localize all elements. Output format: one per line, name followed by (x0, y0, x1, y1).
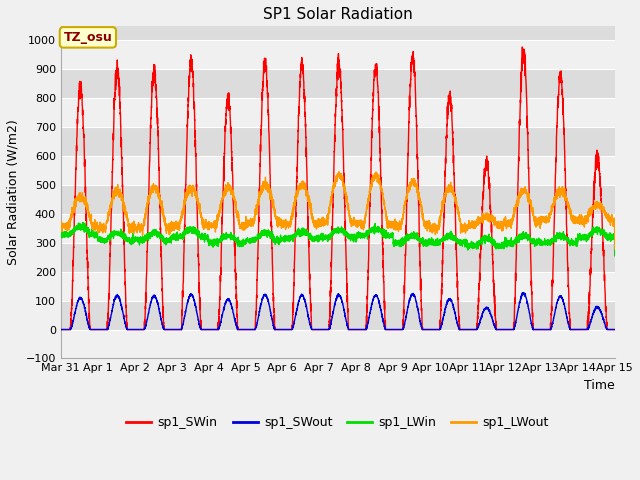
sp1_SWout (493, 327, 501, 333)
Line: sp1_LWout: sp1_LWout (61, 172, 614, 249)
sp1_SWout (462, 327, 470, 333)
sp1_SWin (462, 327, 470, 333)
sp1_SWin (431, 327, 439, 333)
sp1_LWout (317, 219, 325, 225)
sp1_SWout (518, 290, 526, 296)
sp1_LWout (493, 222, 501, 228)
sp1_SWout (431, 327, 439, 333)
Line: sp1_SWin: sp1_SWin (61, 47, 614, 330)
Line: sp1_SWout: sp1_SWout (61, 293, 614, 330)
sp1_LWout (611, 246, 618, 252)
sp1_LWin (431, 242, 439, 248)
Bar (61, 243, 614, 272)
sp1_LWout (335, 169, 343, 175)
sp1_LWin (611, 253, 618, 259)
sp1_SWin (156, 221, 164, 227)
sp1_LWin (462, 240, 470, 246)
sp1_LWout (57, 224, 65, 230)
sp1_LWin (317, 232, 325, 238)
Bar (61, 214, 614, 243)
Bar (61, 272, 614, 300)
sp1_LWout (156, 197, 164, 203)
Line: sp1_LWin: sp1_LWin (61, 222, 614, 256)
sp1_LWin (79, 219, 87, 225)
X-axis label: Time: Time (584, 379, 614, 392)
Bar (61, 98, 614, 127)
sp1_LWout (431, 227, 439, 232)
sp1_SWout (156, 313, 164, 319)
Bar (61, 40, 614, 69)
sp1_SWin (493, 327, 501, 333)
sp1_SWin (317, 327, 325, 333)
Bar (61, 185, 614, 214)
sp1_LWin (610, 236, 618, 241)
Bar (61, 300, 614, 330)
Bar (61, 127, 614, 156)
sp1_SWin (611, 327, 618, 333)
sp1_LWin (57, 232, 65, 238)
Title: SP1 Solar Radiation: SP1 Solar Radiation (263, 7, 413, 22)
sp1_LWin (493, 240, 501, 246)
sp1_SWin (57, 327, 65, 333)
Bar (61, 330, 614, 359)
Bar (61, 156, 614, 185)
sp1_SWout (611, 327, 618, 333)
Legend: sp1_SWin, sp1_SWout, sp1_LWin, sp1_LWout: sp1_SWin, sp1_SWout, sp1_LWin, sp1_LWout (122, 411, 554, 434)
sp1_SWin (610, 327, 618, 333)
Text: TZ_osu: TZ_osu (63, 31, 112, 44)
sp1_SWout (317, 327, 325, 333)
sp1_LWout (610, 216, 618, 221)
sp1_LWout (462, 227, 470, 233)
Y-axis label: Solar Radiation (W/m2): Solar Radiation (W/m2) (7, 120, 20, 265)
sp1_SWout (57, 327, 65, 333)
Bar (61, 69, 614, 98)
sp1_SWout (610, 327, 618, 333)
sp1_LWin (157, 235, 164, 241)
sp1_SWin (518, 44, 526, 50)
